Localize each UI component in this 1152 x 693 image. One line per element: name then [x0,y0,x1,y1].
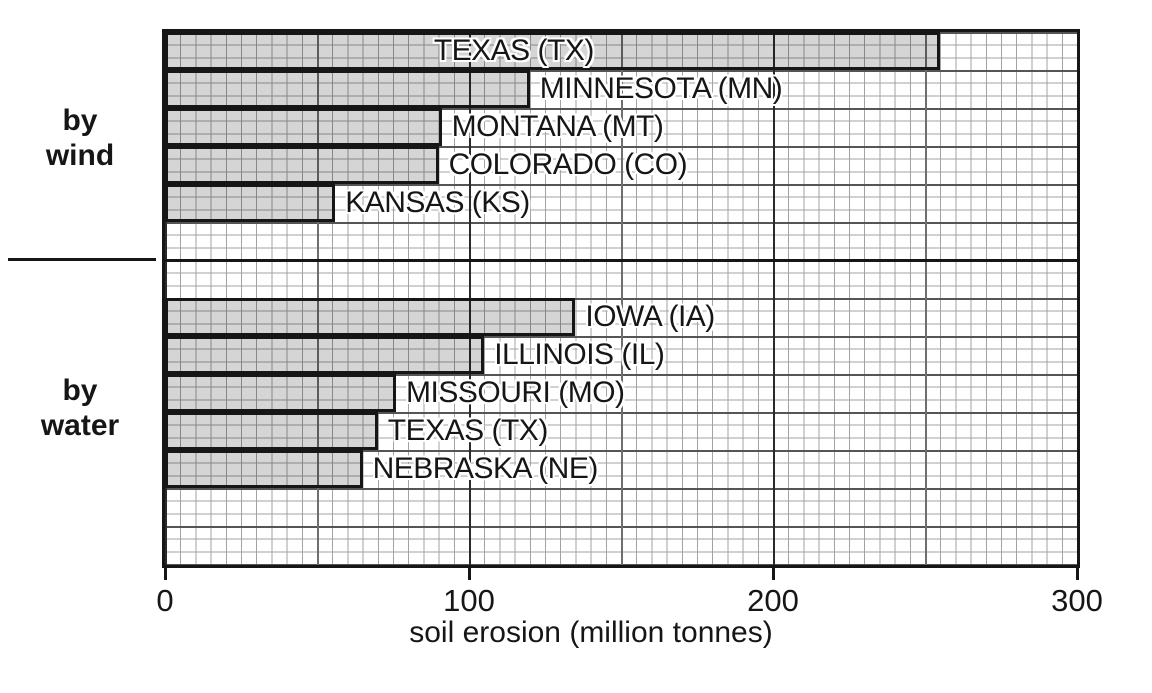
bar-illinois-il-by-water [165,336,485,374]
bar-label-nebraska-ne-by-water: NEBRASKA (NE) [372,452,599,485]
bar-label-kansas-ks-by-wind: KANSAS (KS) [345,186,530,219]
bar-kansas-ks-by-wind [165,184,336,222]
bar-label-montana-mt-by-wind: MONTANA (MT) [451,110,664,143]
group-divider-line-inner [165,259,1077,262]
bar-label-iowa-ia-by-water: IOWA (IA) [585,300,715,333]
bar-label-minnesota-mn-by-wind: MINNESOTA (MN) [539,72,783,105]
x-axis-tick [163,565,167,580]
x-axis-tick-label: 100 [443,583,495,618]
bar-colorado-co-by-wind [165,146,439,184]
x-axis-tick-label: 300 [1051,583,1103,618]
bar-minnesota-mn-by-wind [165,70,530,108]
x-axis-tick [771,565,775,580]
x-axis-tick-label: 200 [747,583,799,618]
bar-missouri-mo-by-water [165,374,397,412]
bar-texas-tx-by-water [165,412,378,450]
x-axis-tick-label: 0 [156,583,174,618]
bar-nebraska-ne-by-water [165,450,363,488]
bar-montana-mt-by-wind [165,108,442,146]
x-axis-title: soil erosion (million tonnes) [409,616,773,649]
bar-texas-tx-by-wind [165,32,941,70]
bar-label-illinois-il-by-water: ILLINOIS (IL) [494,338,665,371]
bar-label-texas-tx-by-water: TEXAS (TX) [387,414,549,447]
plot-area: TEXAS (TX) MINNESOTA (MN) MONTANA (MT) COLO… [156,29,1103,618]
group-divider-line [8,258,156,261]
bar-label-texas-tx-by-wind: TEXAS (TX) [433,34,595,67]
bar-label-colorado-co-by-wind: COLORADO (CO) [448,148,688,181]
bar-iowa-ia-by-water [165,298,576,336]
bar-label-missouri-mo-by-water: MISSOURI (MO) [406,376,625,409]
x-axis-tick [1075,565,1079,580]
group-label-wind: by wind [0,103,160,173]
x-axis-tick [467,565,471,580]
group-label-line: wind [45,139,115,172]
group-label-line: by [62,374,98,407]
group-label-line: water [40,409,120,442]
group-label-water: by water [0,373,160,443]
group-label-line: by [62,104,98,137]
